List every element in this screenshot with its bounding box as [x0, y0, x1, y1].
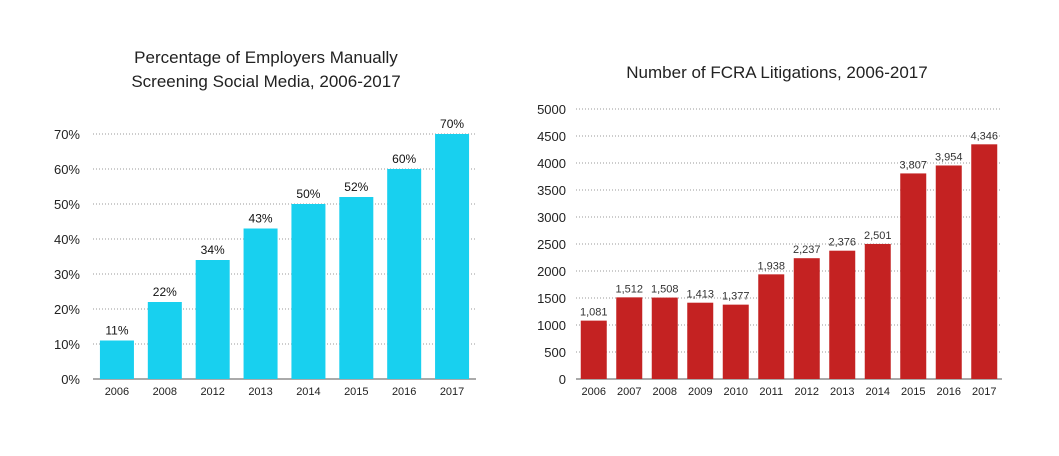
y-tick-label: 0% — [61, 372, 80, 387]
y-tick-label: 70% — [54, 127, 80, 142]
bar-value-label: 1,377 — [722, 291, 750, 303]
y-tick-label: 0 — [559, 372, 566, 387]
x-tick-label: 2014 — [296, 386, 320, 398]
bar-2009 — [687, 302, 714, 379]
bar-2012 — [793, 258, 820, 379]
y-tick-label: 4500 — [537, 129, 566, 144]
y-tick-label: 500 — [544, 345, 566, 360]
y-tick-label: 2500 — [537, 237, 566, 252]
x-tick-label: 2006 — [582, 386, 606, 398]
bar-value-label: 3,954 — [935, 151, 963, 163]
x-tick-label: 2008 — [653, 386, 677, 398]
x-tick-label: 2012 — [795, 386, 819, 398]
bar-2007 — [616, 297, 643, 379]
y-tick-label: 5000 — [537, 102, 566, 117]
y-tick-label: 40% — [54, 232, 80, 247]
y-tick-label: 60% — [54, 162, 80, 177]
bar-value-label: 52% — [344, 180, 368, 194]
bar-2015 — [339, 197, 374, 379]
bar-value-label: 22% — [153, 285, 177, 299]
bar-value-label: 70% — [440, 117, 464, 131]
y-tick-label: 1500 — [537, 291, 566, 306]
bar-value-label: 34% — [201, 243, 225, 257]
x-tick-label: 2007 — [617, 386, 641, 398]
x-tick-label: 2016 — [937, 386, 961, 398]
bar-value-label: 1,508 — [651, 284, 679, 296]
x-tick-label: 2010 — [724, 386, 748, 398]
x-tick-label: 2011 — [759, 386, 783, 398]
bar-value-label: 2,501 — [864, 230, 892, 242]
y-tick-label: 1000 — [537, 318, 566, 333]
chart-title: Percentage of Employers Manually — [134, 48, 398, 67]
bar-value-label: 4,346 — [970, 130, 998, 142]
bar-value-label: 43% — [249, 212, 273, 226]
bar-value-label: 2,376 — [828, 237, 856, 249]
y-tick-label: 4000 — [537, 156, 566, 171]
x-tick-label: 2013 — [248, 386, 272, 398]
bar-value-label: 1,413 — [686, 289, 714, 301]
bar-2008 — [651, 297, 678, 379]
bar-2013 — [243, 228, 278, 379]
x-tick-label: 2016 — [392, 386, 416, 398]
bar-value-label: 50% — [296, 187, 320, 201]
x-tick-label: 2017 — [972, 386, 996, 398]
bar-value-label: 1,938 — [757, 260, 785, 272]
x-tick-label: 2015 — [901, 386, 925, 398]
bar-2006 — [99, 340, 134, 379]
chart-title: Number of FCRA Litigations, 2006-2017 — [626, 63, 927, 82]
x-tick-label: 2008 — [153, 386, 177, 398]
x-tick-label: 2012 — [200, 386, 224, 398]
y-tick-label: 30% — [54, 267, 80, 282]
chart-employers-screening-social-media: Percentage of Employers Manually Screenin… — [54, 48, 476, 398]
x-tick-label: 2006 — [105, 386, 129, 398]
bar-2015 — [900, 173, 927, 379]
y-tick-label: 2000 — [537, 264, 566, 279]
bar-2006 — [580, 320, 607, 379]
y-tick-label: 3500 — [537, 183, 566, 198]
bar-2014 — [864, 243, 891, 379]
chart-title: Screening Social Media, 2006-2017 — [131, 72, 400, 91]
y-tick-label: 20% — [54, 302, 80, 317]
bar-2017 — [435, 134, 470, 379]
bar-2016 — [935, 165, 962, 379]
y-tick-label: 10% — [54, 337, 80, 352]
bar-2016 — [387, 169, 422, 379]
bar-value-label: 1,081 — [580, 307, 608, 319]
x-tick-label: 2017 — [440, 386, 464, 398]
bar-value-label: 1,512 — [615, 283, 643, 295]
bar-value-label: 11% — [105, 324, 128, 338]
bar-2017 — [971, 144, 998, 379]
bar-2011 — [758, 274, 785, 379]
bar-2013 — [829, 250, 856, 379]
bar-value-label: 3,807 — [899, 159, 927, 171]
x-tick-label: 2009 — [688, 386, 712, 398]
chart-fcra-litigations: Number of FCRA Litigations, 2006-2017 0 50… — [537, 63, 1002, 398]
bar-2014 — [291, 204, 326, 379]
bar-2010 — [722, 304, 749, 379]
y-tick-label: 3000 — [537, 210, 566, 225]
bar-2008 — [147, 302, 182, 379]
y-tick-label: 50% — [54, 197, 80, 212]
bar-2012 — [195, 260, 230, 379]
x-tick-label: 2015 — [344, 386, 368, 398]
x-tick-label: 2013 — [830, 386, 854, 398]
bar-value-label: 60% — [392, 152, 416, 166]
x-tick-label: 2014 — [866, 386, 890, 398]
bar-value-label: 2,237 — [793, 244, 821, 256]
